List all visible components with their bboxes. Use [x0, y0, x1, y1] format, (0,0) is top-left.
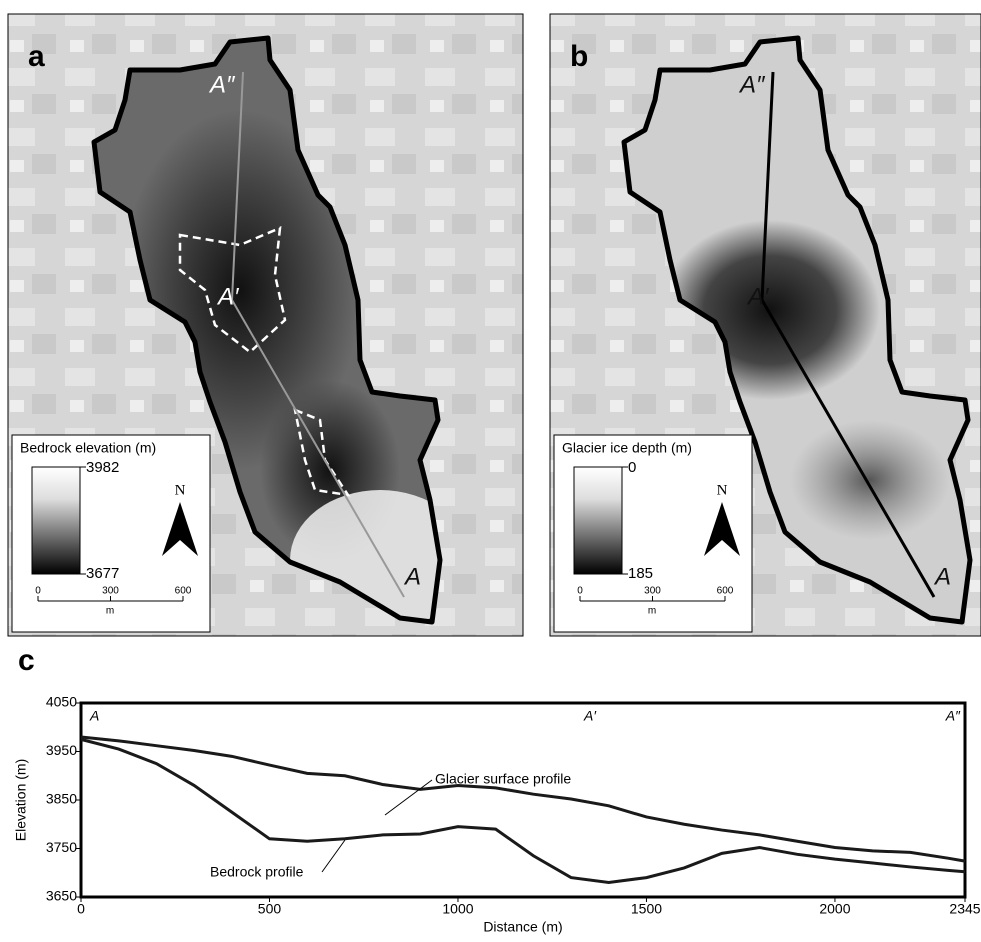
legend-title: Glacier ice depth (m): [562, 440, 692, 456]
x-tick-label: 0: [77, 901, 85, 917]
x-tick-label: 500: [258, 901, 282, 917]
section-point-label: A′: [583, 708, 597, 724]
x-tick-label: 2345: [949, 901, 980, 917]
scale-unit: m: [106, 606, 114, 617]
section-point-label: A: [89, 708, 99, 724]
line-series: [81, 739, 965, 882]
section-point-label: A′: [746, 283, 770, 310]
panel-label: a: [28, 40, 45, 73]
section-point-label: A″: [738, 71, 766, 98]
north-label: N: [717, 482, 728, 498]
x-tick-label: 1500: [631, 901, 662, 917]
y-tick-label: 3650: [46, 888, 77, 904]
annotation-leader: [322, 840, 345, 872]
legend-title: Bedrock elevation (m): [20, 440, 156, 456]
section-point-label: A: [403, 563, 421, 590]
legend-max: 0: [628, 459, 636, 476]
scale-tick-label: 0: [577, 586, 583, 597]
figure: a A″ A′ A Bedrock elevation (m) 3982 3677 N 0 300…: [0, 0, 981, 937]
y-tick-label: 3750: [46, 839, 77, 855]
scale-tick-label: 300: [644, 586, 661, 597]
panel-label: b: [570, 40, 588, 73]
annotation: Glacier surface profile: [435, 771, 571, 787]
section-point-label: A″: [208, 71, 236, 98]
y-tick-label: 3850: [46, 791, 77, 807]
y-axis-label: Elevation (m): [13, 759, 29, 841]
section-point-label: A′: [216, 283, 240, 310]
north-label: N: [175, 482, 186, 498]
y-tick-label: 4050: [46, 694, 77, 710]
scale-unit: m: [648, 606, 656, 617]
legend-min: 185: [628, 565, 653, 582]
section-point-label: A″: [945, 708, 961, 724]
panel-label: c: [18, 644, 35, 677]
scale-tick-label: 600: [175, 586, 192, 597]
scale-tick-label: 300: [102, 586, 119, 597]
deep-zone: [790, 420, 950, 540]
x-axis-label: Distance (m): [483, 919, 562, 935]
map-panel: a A″ A′ A Bedrock elevation (m) 3982 3677 N 0 300…: [8, 14, 523, 636]
legend-max: 3982: [86, 459, 119, 476]
scale-tick-label: 600: [717, 586, 734, 597]
x-tick-label: 1000: [442, 901, 473, 917]
annotation: Bedrock profile: [210, 864, 304, 880]
map-panel: b A″ A′ A Glacier ice depth (m) 0 185 N 0 300 600 m: [550, 14, 981, 636]
legend-min: 3677: [86, 565, 119, 582]
x-tick-label: 2000: [819, 901, 850, 917]
legend-ramp: [574, 467, 622, 574]
section-point-label: A: [933, 563, 951, 590]
y-tick-label: 3950: [46, 742, 77, 758]
legend-ramp: [32, 467, 80, 574]
scale-tick-label: 0: [35, 586, 41, 597]
